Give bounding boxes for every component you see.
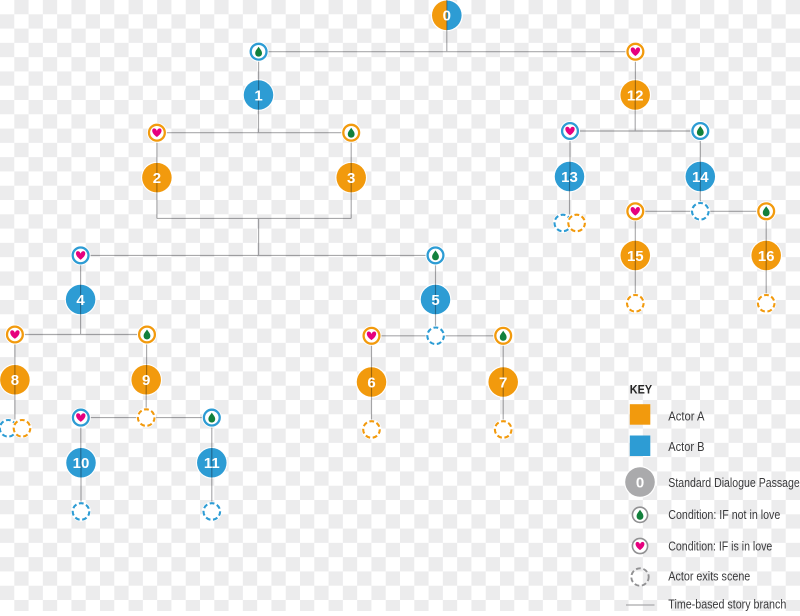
svg-text:13: 13 bbox=[561, 169, 578, 186]
svg-text:Condition: IF is in love: Condition: IF is in love bbox=[668, 538, 772, 553]
svg-text:Time-based story branch: Time-based story branch bbox=[668, 596, 786, 611]
svg-text:Actor exits scene: Actor exits scene bbox=[668, 569, 750, 584]
svg-text:4: 4 bbox=[76, 292, 85, 309]
svg-text:8: 8 bbox=[11, 372, 19, 389]
svg-text:5: 5 bbox=[431, 292, 439, 309]
svg-text:12: 12 bbox=[627, 87, 644, 104]
svg-text:Condition: IF not in love: Condition: IF not in love bbox=[668, 507, 780, 522]
svg-text:10: 10 bbox=[73, 455, 90, 472]
svg-text:15: 15 bbox=[627, 248, 644, 265]
svg-text:16: 16 bbox=[758, 248, 775, 265]
svg-text:KEY: KEY bbox=[630, 383, 652, 397]
svg-text:14: 14 bbox=[692, 169, 709, 186]
svg-text:0: 0 bbox=[636, 474, 644, 491]
svg-text:6: 6 bbox=[367, 374, 375, 391]
svg-text:1: 1 bbox=[254, 87, 262, 104]
svg-text:2: 2 bbox=[153, 170, 161, 187]
svg-text:Standard Dialogue Passage: Standard Dialogue Passage bbox=[668, 475, 800, 490]
svg-text:11: 11 bbox=[204, 455, 220, 472]
svg-text:3: 3 bbox=[347, 170, 355, 187]
svg-text:9: 9 bbox=[142, 372, 150, 389]
svg-text:Actor A: Actor A bbox=[668, 408, 704, 423]
svg-text:Actor B: Actor B bbox=[668, 439, 704, 454]
svg-text:0: 0 bbox=[443, 8, 451, 25]
svg-text:7: 7 bbox=[499, 374, 507, 391]
